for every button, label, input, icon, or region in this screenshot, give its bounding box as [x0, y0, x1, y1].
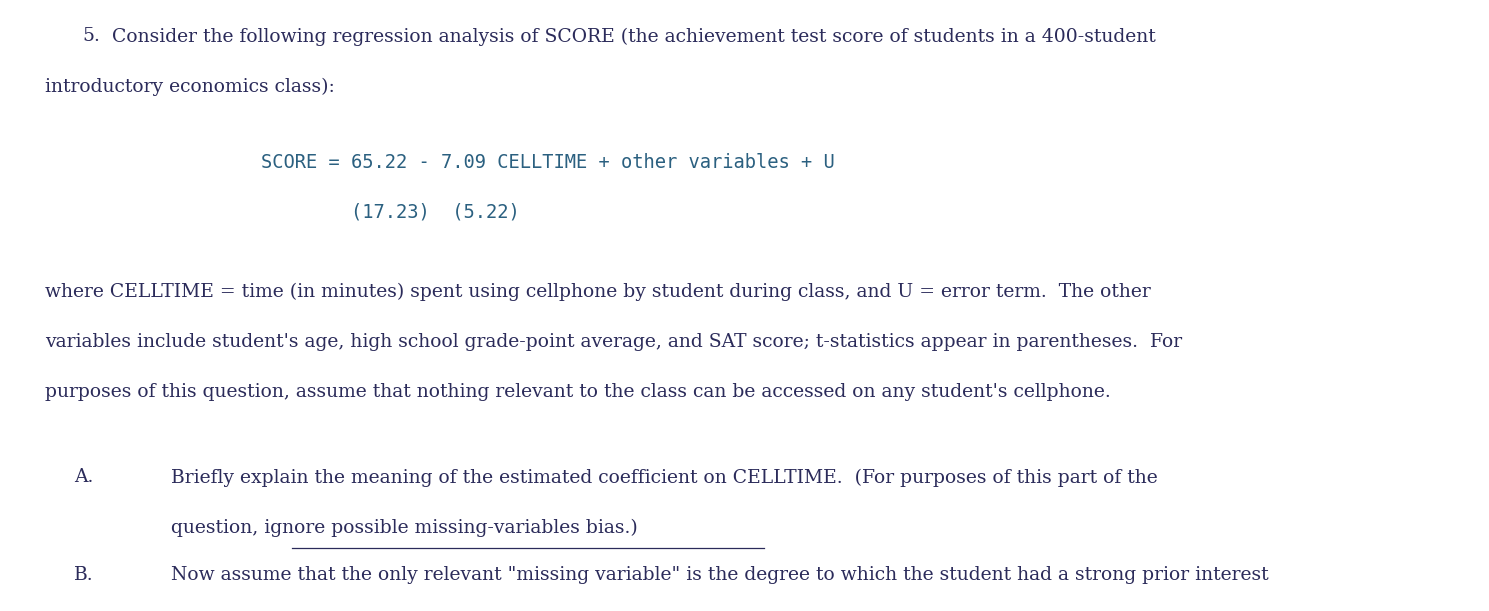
- Text: SCORE = 65.22 - 7.09 CELLTIME + other variables + U: SCORE = 65.22 - 7.09 CELLTIME + other va…: [261, 153, 834, 172]
- Text: question, ignore possible missing-variables bias.: question, ignore possible missing-variab…: [171, 519, 631, 536]
- Text: question,: question,: [171, 519, 265, 536]
- Text: A.: A.: [74, 469, 94, 486]
- Text: Now assume that the only relevant "missing variable" is the degree to which the : Now assume that the only relevant "missi…: [171, 566, 1269, 584]
- Text: where CELLTIME = time (in minutes) spent using cellphone by student during class: where CELLTIME = time (in minutes) spent…: [45, 283, 1151, 301]
- Text: B.: B.: [74, 566, 94, 584]
- Text: question, ignore possible missing-variables bias.): question, ignore possible missing-variab…: [171, 519, 637, 536]
- Text: purposes of this question, assume that nothing relevant to the class can be acce: purposes of this question, assume that n…: [45, 383, 1111, 401]
- Text: 5.: 5.: [82, 27, 100, 45]
- Text: Briefly explain the meaning of the estimated coefficient on CELLTIME.  (For purp: Briefly explain the meaning of the estim…: [171, 469, 1158, 486]
- Text: Consider the following regression analysis of SCORE (the achievement test score : Consider the following regression analys…: [112, 27, 1155, 46]
- Text: introductory economics class):: introductory economics class):: [45, 78, 335, 96]
- Text: variables include student's age, high school grade-point average, and SAT score;: variables include student's age, high sc…: [45, 333, 1182, 351]
- Text: (17.23)  (5.22): (17.23) (5.22): [261, 203, 520, 222]
